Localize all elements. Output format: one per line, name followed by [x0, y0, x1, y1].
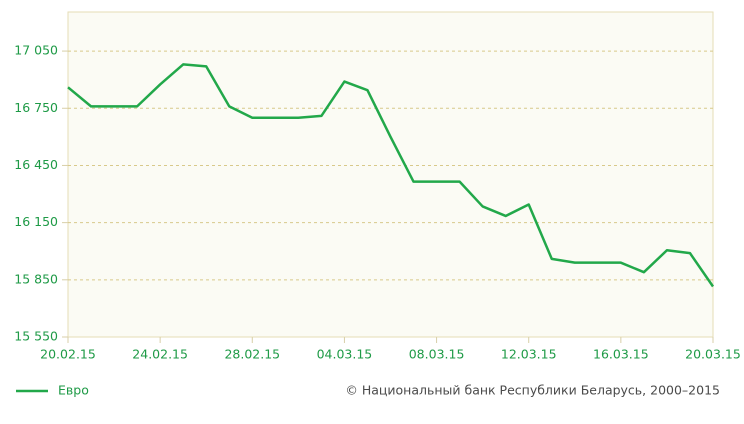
- y-tick-label: 16 450: [14, 157, 58, 172]
- x-tick-label: 24.02.15: [132, 347, 188, 362]
- plot-area: [67, 11, 714, 338]
- x-tick-label: 20.03.15: [685, 347, 741, 362]
- x-tick-label: 20.02.15: [40, 347, 96, 362]
- copyright: © Национальный банк Республики Беларусь,…: [345, 383, 720, 398]
- y-tick-label: 15 850: [14, 271, 58, 286]
- y-tick-label: 17 050: [14, 43, 58, 58]
- x-tick-label: 04.03.15: [317, 347, 373, 362]
- x-tick-label: 28.02.15: [224, 347, 280, 362]
- x-tick-label: 12.03.15: [501, 347, 557, 362]
- line: [67, 63, 715, 288]
- y-tick-label: 16 750: [14, 100, 58, 115]
- x-tick-label: 08.03.15: [409, 347, 465, 362]
- y-tick-label: 16 150: [14, 214, 58, 229]
- x-tick-label: 16.03.15: [593, 347, 649, 362]
- legend-label: Евро: [58, 383, 89, 398]
- y-tick-label: 15 550: [14, 329, 58, 344]
